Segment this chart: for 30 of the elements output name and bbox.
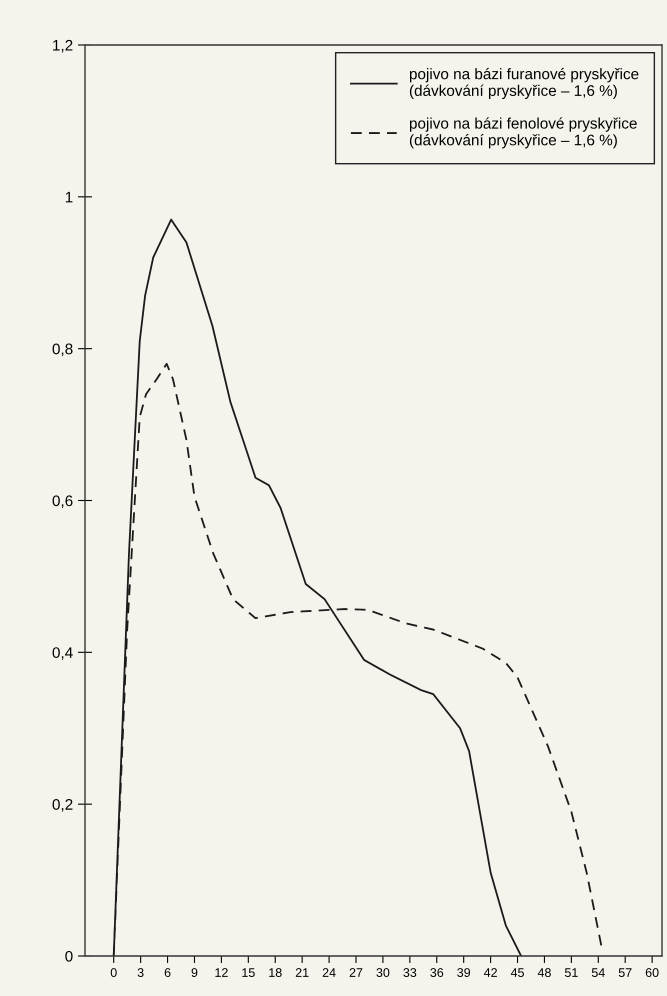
x-tick-label: 42	[484, 968, 497, 977]
legend-label: pojivo na bázi fenolové pryskyřice (dávkování pryskyřice – 1,6 %)	[410, 117, 637, 148]
x-tick-label: 45	[510, 968, 524, 977]
x-tick-label: 54	[592, 968, 605, 977]
y-tick-label: 1,2	[53, 40, 72, 52]
x-tick-label: 12	[215, 968, 228, 977]
y-tick-label: 0,6	[52, 495, 73, 508]
y-tick-label: 0,8	[52, 344, 73, 356]
y-tick-label: 0,4	[52, 647, 73, 660]
x-tick-label: 33	[403, 968, 416, 977]
x-tick-label: 6	[164, 968, 170, 977]
x-tick-label: 51	[564, 968, 578, 977]
x-tick-label: 36	[430, 968, 444, 977]
x-tick-label: 60	[646, 968, 659, 977]
x-tick-label: 9	[192, 968, 198, 977]
x-tick-label: 30	[376, 968, 390, 977]
x-tick-label: 3	[138, 968, 144, 977]
x-tick-label: 18	[269, 968, 282, 977]
y-tick-label: 1	[66, 192, 72, 202]
legend-label: pojivo na bázi furanové pryskyřice (dávkování pryskyřice – 1,6 %)	[410, 68, 638, 100]
x-tick-label: 27	[350, 968, 362, 977]
y-tick-label: 0	[65, 950, 73, 962]
x-tick-label: 24	[322, 968, 336, 977]
x-tick-label: 0	[110, 968, 117, 977]
x-tick-label: 21	[296, 968, 309, 977]
x-tick-label: 57	[618, 968, 632, 977]
x-tick-label: 15	[242, 968, 255, 977]
y-tick-label: 0,2	[52, 799, 72, 812]
x-tick-label: 48	[538, 968, 551, 977]
x-tick-label: 39	[457, 968, 470, 977]
